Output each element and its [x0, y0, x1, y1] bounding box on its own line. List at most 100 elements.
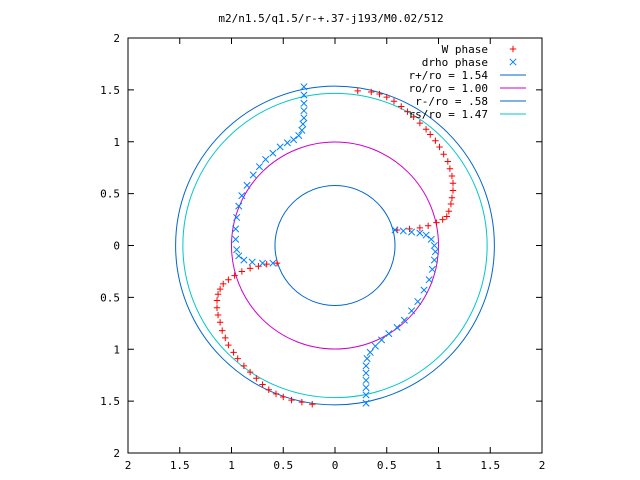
- w-phase-point: [445, 208, 453, 215]
- w-phase-point: [253, 375, 260, 382]
- w-phase-point: [288, 396, 295, 404]
- drho-phase-point: [269, 149, 277, 157]
- legend-label: r+/ro = 1.54: [409, 69, 489, 82]
- y-tick-label: 1: [113, 136, 120, 149]
- drho-phase-point: [233, 213, 241, 222]
- x-tick-label: 1: [435, 459, 442, 472]
- w-phase-point: [225, 276, 232, 283]
- x-tick-label: 1.5: [170, 459, 190, 472]
- x-tick-label: 0.5: [377, 459, 397, 472]
- w-phase-point: [448, 194, 456, 201]
- drho-phase-point: [299, 120, 307, 128]
- x-tick-label: 0: [332, 459, 339, 472]
- drho-phase-point: [300, 91, 308, 99]
- y-tick-label: 0.5: [100, 188, 120, 201]
- circle-r-0-58: [274, 184, 396, 307]
- drho-phase-point: [422, 231, 430, 239]
- drho-phase-point: [232, 225, 240, 233]
- x-tick-label: 1: [228, 459, 235, 472]
- drho-phase-point: [362, 391, 370, 399]
- y-axis-ticks: 2 1.5 1 0.5 0 0.5 1 1.5 2: [100, 32, 542, 460]
- w-phase-point: [406, 225, 413, 233]
- w-phase-point: [390, 98, 398, 105]
- circle-r-1-54: [175, 85, 495, 406]
- w-phase-point: [298, 398, 306, 406]
- drho-phase-point: [243, 181, 251, 189]
- circle-r-1: [231, 141, 439, 350]
- w-phase-point: [449, 187, 457, 194]
- x-tick-label: 0.5: [273, 459, 293, 472]
- drho-phase-point: [300, 114, 308, 122]
- legend-label: r-/ro = .58: [415, 95, 488, 108]
- w-phase-point: [427, 131, 434, 138]
- w-phase-point: [265, 386, 272, 393]
- drho-phase-point: [249, 171, 257, 179]
- drho-phase-point: [232, 235, 240, 243]
- w-phase-point: [440, 151, 447, 158]
- w-phase-point: [230, 349, 237, 356]
- chart-title: m2/n1.5/q1.5/r-+.37-j193/M0.02/512: [218, 12, 443, 25]
- drho-phase-point: [362, 384, 370, 392]
- x-axis-ticks: 2 1.5 1 0.5 0 0.5 1 1.5 2: [125, 38, 546, 472]
- drho-phase-point: [298, 126, 306, 134]
- drho-phase-point: [414, 297, 422, 306]
- w-phase-point: [240, 362, 248, 370]
- w-phase-point: [255, 263, 262, 270]
- drho-phase-point: [408, 228, 416, 236]
- drho-phase-point: [238, 192, 246, 200]
- w-phase-point: [383, 93, 390, 101]
- drho-phase-point: [362, 376, 370, 384]
- x-tick-label: 1.5: [480, 459, 500, 472]
- drho-phase-point: [393, 323, 401, 332]
- x-tick-label: 2: [539, 459, 546, 472]
- drho-phase-point: [408, 307, 416, 315]
- w-phase-point: [410, 113, 417, 121]
- w-phase-point: [416, 119, 424, 127]
- y-tick-label: 1.5: [100, 84, 120, 97]
- drho-phase-point: [399, 227, 407, 235]
- drho-phase-point: [428, 265, 436, 273]
- drho-phase-point: [362, 369, 370, 377]
- y-tick-label: 1: [113, 343, 120, 356]
- drho-phase-point: [366, 348, 374, 356]
- drho-phase-point: [431, 248, 439, 256]
- w-phase-point: [214, 291, 222, 298]
- w-phase-point: [259, 381, 266, 388]
- data-markers: [213, 83, 457, 408]
- drho-phase-point: [276, 143, 284, 151]
- w-phase-point: [433, 219, 440, 226]
- reference-circles: [175, 85, 495, 406]
- drho-phase-point: [362, 362, 370, 370]
- w-phase-point: [368, 88, 375, 96]
- w-phase-point: [447, 200, 455, 208]
- w-phase-point: [234, 355, 241, 362]
- w-phase-point: [213, 304, 221, 311]
- drho-phase-point: [290, 136, 298, 144]
- drho-phase-point: [248, 258, 256, 266]
- drho-phase-point: [420, 286, 428, 294]
- drho-phase-point: [283, 139, 291, 147]
- drho-phase-point: [427, 235, 435, 243]
- w-phase-point: [432, 137, 439, 144]
- w-phase-point: [280, 393, 287, 401]
- drho-phase-point: [416, 229, 424, 237]
- w-phase-point: [376, 90, 383, 98]
- drho-phase-point: [269, 259, 277, 267]
- drho-phase-point: [258, 259, 267, 267]
- w-phase-point: [273, 259, 281, 267]
- w-phase-point: [422, 126, 430, 133]
- w-phase-point: [246, 368, 254, 376]
- circle-r-1-47: [182, 92, 488, 399]
- drho-phase-point: [300, 83, 308, 91]
- w-phase-point: [416, 224, 424, 232]
- w-phase-point: [213, 297, 221, 304]
- w-phase-point: [448, 172, 456, 180]
- drho-phase-point: [430, 241, 438, 250]
- w-phase-point: [225, 341, 232, 349]
- w-phase-point: [231, 272, 238, 279]
- w-phase-point: [449, 180, 457, 187]
- w-phase-point: [214, 311, 222, 319]
- w-phase-point: [309, 401, 316, 408]
- y-tick-label: 2: [113, 32, 120, 45]
